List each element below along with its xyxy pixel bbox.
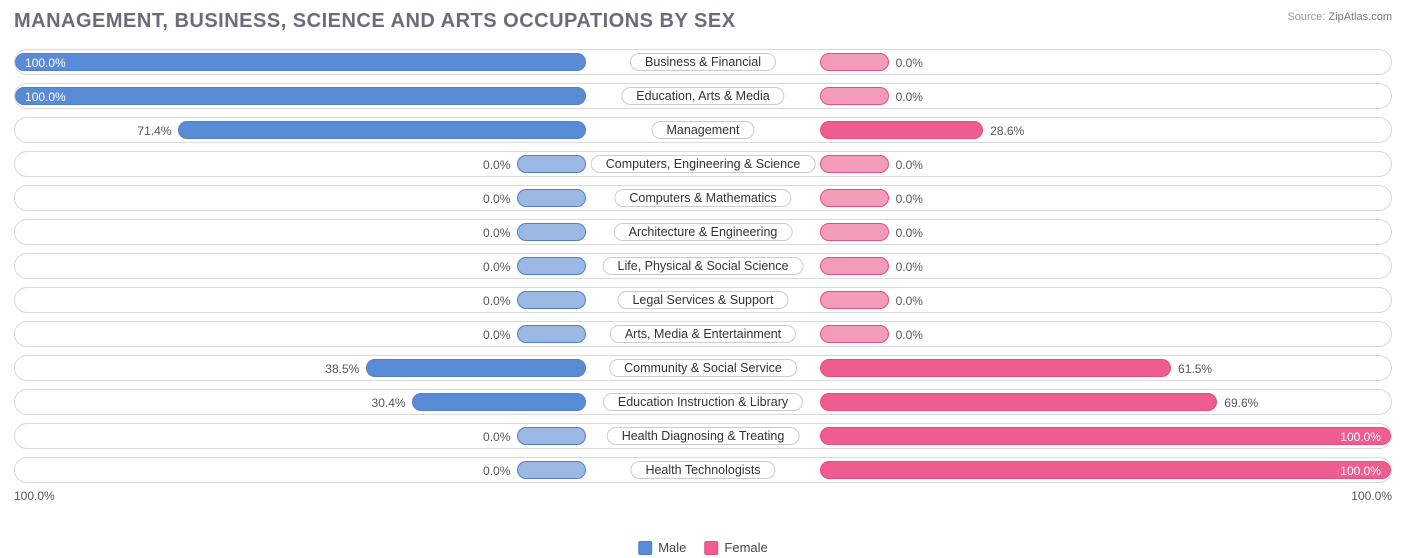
male-percent: 0.0% (483, 322, 510, 346)
category-label: Management (652, 121, 755, 139)
legend-male-label: Male (658, 540, 686, 555)
female-percent: 0.0% (896, 186, 923, 210)
female-swatch (704, 541, 718, 555)
chart-title: MANAGEMENT, BUSINESS, SCIENCE AND ARTS O… (14, 10, 736, 33)
category-label: Health Diagnosing & Treating (607, 427, 800, 445)
male-percent: 100.0% (15, 84, 586, 108)
chart-row: 0.0% 100.0% Health Technologists (14, 457, 1392, 483)
female-percent: 100.0% (820, 458, 1391, 482)
male-bar (517, 189, 586, 207)
male-bar (517, 461, 586, 479)
category-label: Business & Financial (630, 53, 776, 71)
chart-row: 0.0% 0.0% Arts, Media & Entertainment (14, 321, 1392, 347)
male-bar (517, 257, 586, 275)
female-bar (820, 325, 889, 343)
male-percent: 0.0% (483, 424, 510, 448)
category-label: Computers & Mathematics (614, 189, 791, 207)
female-bar (820, 393, 1217, 411)
male-percent: 100.0% (15, 50, 586, 74)
female-percent: 0.0% (896, 50, 923, 74)
category-label: Education, Arts & Media (621, 87, 784, 105)
x-axis: 100.0% 100.0% (14, 489, 1392, 507)
occupations-chart: 100.0%0.0%Business & Financial100.0%0.0%… (14, 49, 1392, 555)
male-percent: 0.0% (483, 458, 510, 482)
chart-row: 0.0% 0.0% Architecture & Engineering (14, 219, 1392, 245)
female-bar (820, 155, 889, 173)
female-bar (820, 53, 889, 71)
male-bar (517, 223, 586, 241)
chart-row: 0.0% 0.0% Computers & Mathematics (14, 185, 1392, 211)
female-percent: 0.0% (896, 220, 923, 244)
male-bar (517, 325, 586, 343)
chart-row: 0.0% 0.0% Computers, Engineering & Science (14, 151, 1392, 177)
female-percent: 0.0% (896, 152, 923, 176)
female-bar (820, 87, 889, 105)
axis-left-label: 100.0% (14, 489, 55, 503)
female-percent: 0.0% (896, 84, 923, 108)
source-name: ZipAtlas.com (1328, 11, 1392, 23)
chart-row: 30.4% 69.6% Education Instruction & Librar… (14, 389, 1392, 415)
chart-row: 38.5% 61.5% Community & Social Service (14, 355, 1392, 381)
category-label: Health Technologists (630, 461, 775, 479)
category-label: Architecture & Engineering (614, 223, 793, 241)
male-bar (178, 121, 586, 139)
category-label: Life, Physical & Social Science (603, 257, 804, 275)
chart-legend: Male Female (638, 540, 768, 555)
male-bar (517, 291, 586, 309)
category-label: Arts, Media & Entertainment (610, 325, 796, 343)
category-label: Legal Services & Support (617, 291, 788, 309)
category-label: Community & Social Service (609, 359, 797, 377)
male-swatch (638, 541, 652, 555)
female-percent: 28.6% (990, 118, 1024, 142)
legend-female: Female (704, 540, 767, 555)
legend-male: Male (638, 540, 686, 555)
female-percent: 0.0% (896, 254, 923, 278)
source-label: Source: (1287, 11, 1325, 23)
male-percent: 0.0% (483, 288, 510, 312)
male-percent: 0.0% (483, 220, 510, 244)
chart-row: 100.0% 0.0% Business & Financial (14, 49, 1392, 75)
male-bar (412, 393, 586, 411)
female-percent: 0.0% (896, 288, 923, 312)
male-bar (366, 359, 586, 377)
male-percent: 0.0% (483, 254, 510, 278)
female-bar (820, 291, 889, 309)
chart-row: 100.0% 0.0% Education, Arts & Media (14, 83, 1392, 109)
male-bar (517, 155, 586, 173)
chart-row: 0.0% 0.0% Life, Physical & Social Science (14, 253, 1392, 279)
chart-row: 0.0% 100.0% Health Diagnosing & Treating (14, 423, 1392, 449)
source-attribution: Source: ZipAtlas.com (1287, 10, 1392, 25)
female-bar (820, 189, 889, 207)
male-percent: 0.0% (483, 186, 510, 210)
axis-right-label: 100.0% (1351, 489, 1392, 503)
female-bar (820, 359, 1171, 377)
female-percent: 69.6% (1224, 390, 1258, 414)
female-bar (820, 121, 983, 139)
legend-female-label: Female (724, 540, 767, 555)
chart-row: 71.4% 28.6% Management (14, 117, 1392, 143)
category-label: Computers, Engineering & Science (591, 155, 816, 173)
male-percent: 30.4% (372, 390, 406, 414)
chart-row: 0.0% 0.0% Legal Services & Support (14, 287, 1392, 313)
male-bar (517, 427, 586, 445)
male-percent: 0.0% (483, 152, 510, 176)
female-percent: 0.0% (896, 322, 923, 346)
female-bar (820, 223, 889, 241)
female-percent: 100.0% (820, 424, 1391, 448)
male-percent: 38.5% (325, 356, 359, 380)
category-label: Education Instruction & Library (603, 393, 803, 411)
male-percent: 71.4% (137, 118, 171, 142)
female-bar (820, 257, 889, 275)
female-percent: 61.5% (1178, 356, 1212, 380)
